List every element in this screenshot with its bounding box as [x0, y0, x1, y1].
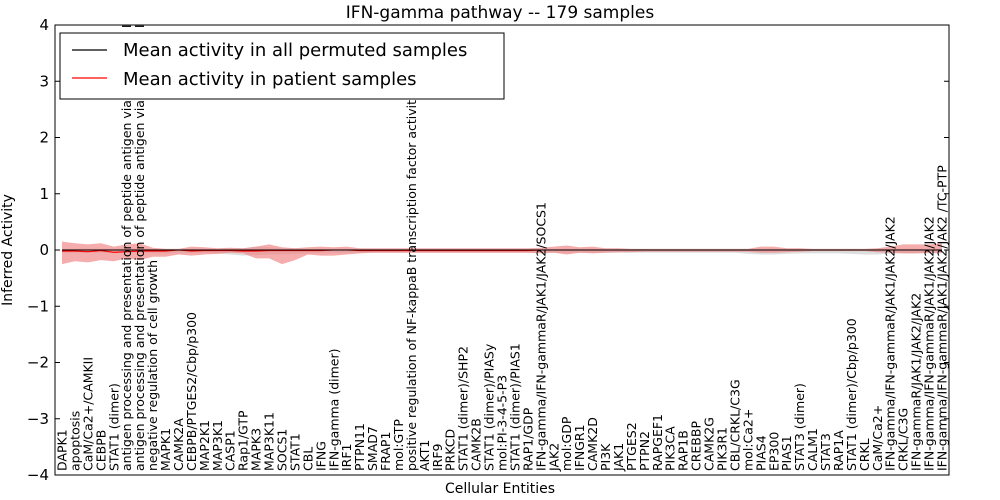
- category-label-pias4: PIAS4: [753, 435, 768, 471]
- category-label-pik3r1: PIK3R1: [715, 427, 730, 471]
- chart-title: IFN-gamma pathway -- 179 samples: [346, 3, 655, 23]
- category-label-mol-gtp: mol:GTP: [391, 419, 406, 471]
- category-label-stat1-dimer-shp2: STAT1 (dimer)/SHP2: [456, 346, 471, 471]
- legend-label-permuted: Mean activity in all permuted samples: [123, 40, 467, 61]
- category-label-dapk1: DAPK1: [55, 429, 70, 471]
- category-label-pik3ca: PIK3CA: [663, 426, 678, 471]
- category-label-mol-pi-3-4-5-p3: mol:PI-3-4-5-P3: [495, 375, 510, 471]
- category-label-ifn-gamma-ifn-gammar-jak1-jak2-jak2: IFN-gamma/IFN-gammaR/JAK1/JAK2/JAK2: [883, 216, 898, 471]
- category-label-negative-regulation-of-cell-growth: negative regulation of cell growth: [145, 260, 160, 471]
- series-lines: [62, 249, 942, 253]
- plot-area: DAPK1apoptosisCaM/Ca2+/CAMKIICEBPBSTAT1 …: [54, 21, 950, 476]
- x-axis-title: Cellular Entities: [445, 481, 555, 497]
- y-tick-label: 2: [39, 129, 49, 147]
- category-label-socs1: SOCS1: [275, 429, 290, 471]
- category-label-stat1-dimer-piasy: STAT1 (dimer)/PIASy: [482, 343, 497, 471]
- category-label-pias1: PIAS1: [779, 435, 794, 471]
- category-label-stat3-dimer: STAT3 (dimer): [792, 383, 807, 471]
- category-label-mol-gdp: mol:GDP: [559, 416, 574, 471]
- legend-label-patient: Mean activity in patient samples: [123, 69, 417, 90]
- category-label-crkl: CRKL: [857, 438, 872, 471]
- category-label-smad7: SMAD7: [365, 426, 380, 471]
- category-label-stat1: STAT1: [287, 433, 302, 471]
- category-label-cbl-crkl-c3g: CBL/CRKL/C3G: [727, 379, 742, 471]
- category-label-prkcd: PRKCD: [443, 429, 458, 471]
- category-label-mol-ca2: mol:Ca2+: [740, 409, 755, 471]
- category-label-mapk3: MAPK3: [249, 428, 264, 471]
- category-label-calm1: CALM1: [805, 428, 820, 471]
- category-label-camk2d: CAMK2D: [585, 417, 600, 471]
- category-label-camk2g: CAMK2G: [702, 417, 717, 471]
- category-label-map3k1: MAP3K1: [210, 420, 225, 471]
- category-label-antigen-processing-and-presentation-of-peptide-antigen-via-mhc-class-i: antigen processing and presentation of p…: [119, 24, 134, 471]
- category-label-stat1-dimer-pias1: STAT1 (dimer)/PIAS1: [507, 343, 522, 471]
- category-label-cam-ca2: CaM/Ca2+: [870, 405, 885, 471]
- category-label-casp1: CASP1: [223, 430, 238, 471]
- category-label-frap1: FRAP1: [378, 432, 393, 471]
- category-label-crebbp: CREBBP: [689, 421, 704, 471]
- category-label-cbl: CBL: [300, 447, 315, 471]
- legend: Mean activity in all permuted samples Me…: [59, 32, 505, 100]
- category-label-ptpn11: PTPN11: [352, 423, 367, 471]
- y-axis-title: Inferred Activity: [0, 194, 16, 306]
- category-label-ptges2: PTGES2: [624, 422, 639, 471]
- category-label-ep300: EP300: [766, 432, 781, 471]
- category-label-cebpb-ptges2-cbp-p300: CEBPB/PTGES2/Cbp/p300: [184, 312, 199, 471]
- category-label-stat1-dimer-cbp-p300: STAT1 (dimer)/Cbp/p300: [844, 318, 859, 471]
- category-label-map3k11: MAP3K11: [262, 412, 277, 471]
- category-label-camk2a: CAMK2A: [171, 418, 186, 471]
- category-label-mapk1: MAPK1: [158, 428, 173, 471]
- category-label-ifn-gamma-ifn-gammar-jak1-jak2-socs1: IFN-gamma/IFN-gammaR/JAK1/JAK2/SOCS1: [533, 202, 548, 471]
- category-label-stat3: STAT3: [818, 433, 833, 471]
- y-tick-label: −2: [27, 354, 49, 372]
- category-label-map2k1: MAP2K1: [197, 420, 212, 471]
- category-label-ifn-gamma-ifn-gammar-jak1-jak2-jak2-tc-ptp: IFN-gamma/IFN-gammaR/JAK1/JAK2/JAK2 /TC-…: [935, 165, 950, 471]
- category-label-irf9: IRF9: [430, 443, 445, 471]
- y-axis: −4 −3 −2 −1 0 1 2 3 4: [27, 16, 949, 484]
- category-label-irf1: IRF1: [339, 443, 354, 471]
- category-label-apoptosis: apoptosis: [67, 411, 82, 471]
- category-label-rap1a: RAP1A: [831, 430, 846, 471]
- category-label-rap1b: RAP1B: [676, 430, 691, 471]
- category-label-ptpn2: PTPN2: [637, 431, 652, 471]
- category-label-antigen-processing-and-presentation-of-peptide-antigen-via-mhc-class-ii: antigen processing and presentation of p…: [132, 21, 147, 471]
- category-label-ifng: IFNG: [313, 441, 328, 471]
- y-tick-label: 4: [39, 16, 49, 34]
- category-label-positive-regulation-of-nf-kappab-transcription-factor-activity: positive regulation of NF-kappaB transcr…: [404, 92, 419, 471]
- y-tick-label: −3: [27, 410, 49, 428]
- y-tick-label: 1: [39, 185, 49, 203]
- category-label-rap1-gdp: RAP1/GDP: [520, 407, 535, 471]
- category-label-cam-ca2-camkii: CaM/Ca2+/CAMKII: [80, 357, 95, 471]
- category-label-crkl-c3g: CRKL/C3G: [896, 408, 911, 471]
- y-tick-label: −1: [27, 297, 49, 315]
- category-label-ifn-gamma-dimer: IFN-gamma (dimer): [326, 349, 341, 472]
- category-label-ifn-gamma-ifn-gammar-jak1-jak2-jak2: IFN-gamma/IFN-gammaR/JAK1/JAK2/JAK2: [922, 216, 937, 471]
- y-tick-label: 0: [39, 241, 49, 259]
- category-label-ifn-gammar-jak1-jak2-jak2: IFN-gammaR/JAK1/JAK2/JAK2: [909, 293, 924, 471]
- category-labels: DAPK1apoptosisCaM/Ca2+/CAMKIICEBPBSTAT1 …: [55, 21, 950, 472]
- band-patient: [62, 241, 942, 265]
- y-tick-label: −4: [27, 466, 49, 484]
- category-label-camk2b: CAMK2B: [469, 418, 484, 471]
- category-label-cebpb: CEBPB: [93, 430, 108, 471]
- category-label-jak2: JAK2: [546, 443, 561, 472]
- category-label-stat1-dimer: STAT1 (dimer): [106, 383, 121, 471]
- legend-frame: [59, 32, 505, 100]
- category-label-pi3k: PI3K: [598, 443, 613, 471]
- category-label-ifngr1: IFNGR1: [572, 424, 587, 471]
- category-label-rap1-gtp: Rap1/GTP: [236, 410, 251, 471]
- category-label-rapgef1: RAPGEF1: [650, 414, 665, 471]
- y-tick-label: 3: [39, 72, 49, 90]
- category-label-jak1: JAK1: [611, 443, 626, 472]
- category-label-akt1: AKT1: [417, 440, 432, 471]
